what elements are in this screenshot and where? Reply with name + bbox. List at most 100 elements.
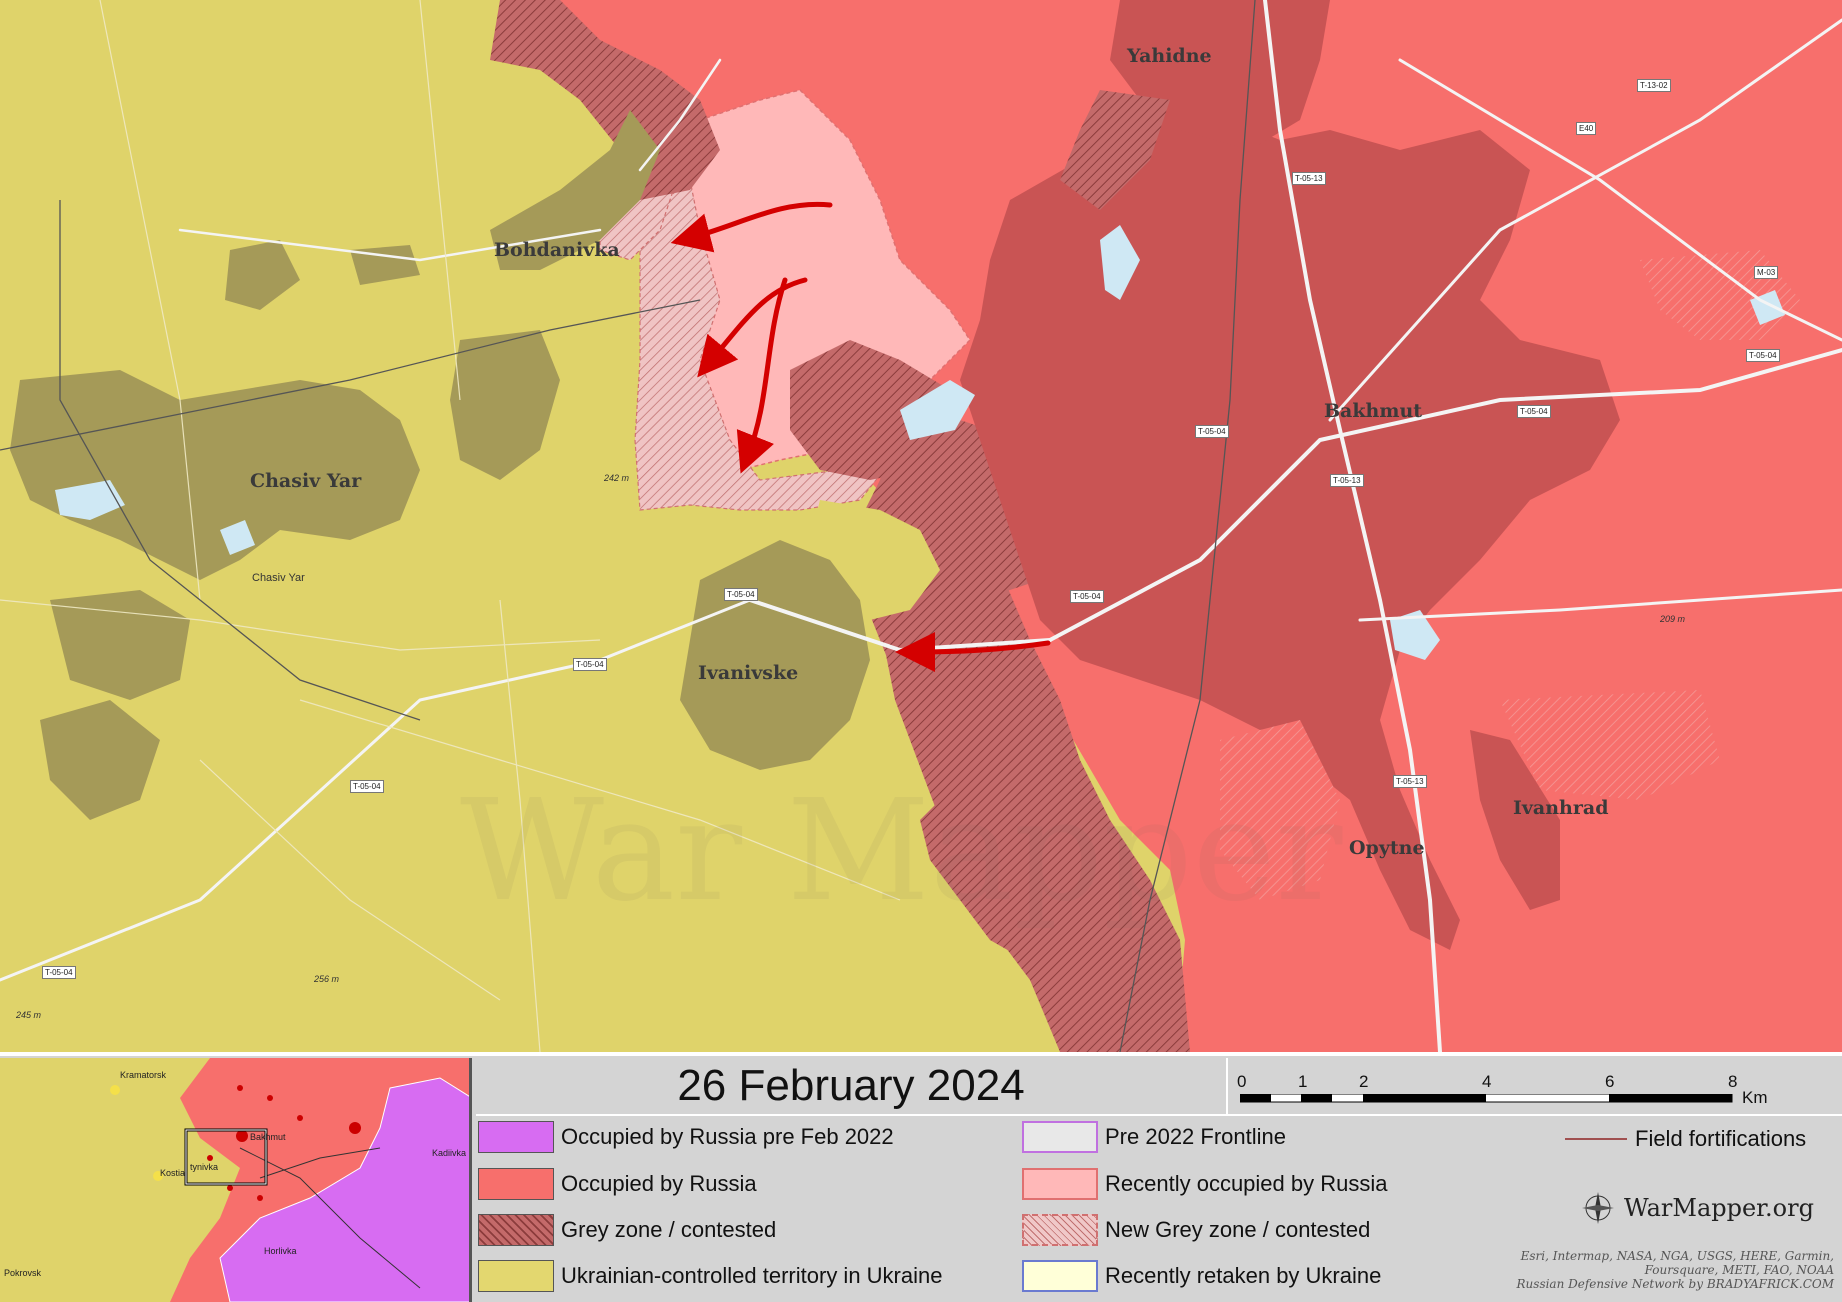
legend-label-field-fortifications: Field fortifications (1635, 1126, 1807, 1151)
town-label-chasiv-yar: Chasiv Yar (250, 470, 362, 492)
road-shield-t1302: T-13-02 (1637, 79, 1671, 92)
legend-swatch-grey-zone (478, 1214, 554, 1246)
town-label-yahidne: Yahidne (1127, 45, 1212, 67)
legend-swatch-field-fortifications (1565, 1138, 1627, 1140)
legend-label-new-grey-zone: New Grey zone / contested (1105, 1217, 1371, 1242)
brand-logo[interactable]: WarMapper.org (1580, 1190, 1814, 1226)
scale-bar: 0 1 2 4 6 8 Km (1230, 1058, 1842, 1114)
credits-line-3: Russian Defensive Network by BRADYAFRICK… (1516, 1277, 1834, 1291)
road-shield-t0513-center: T-05-13 (1330, 474, 1364, 487)
legend-swatch-ukraine (478, 1260, 554, 1292)
legend-item-pre2022-occupied: Occupied by Russia pre Feb 2022 (478, 1121, 894, 1153)
bakhmut-urban (960, 100, 1620, 950)
legend-label-occupied: Occupied by Russia (561, 1171, 757, 1196)
scale-divider (1226, 1058, 1228, 1114)
scale-tick-2: 2 (1359, 1072, 1369, 1091)
compass-rose-icon (1582, 1192, 1614, 1224)
grey-zone-middle (790, 340, 960, 480)
road-shield-t0504-a: T-05-04 (1195, 425, 1229, 438)
title-divider (476, 1114, 1842, 1116)
road-shield-e40: E40 (1576, 122, 1597, 135)
ivanhrad-urban (1470, 730, 1560, 910)
scale-tick-0: 0 (1237, 1072, 1247, 1091)
road-shield-t0504-d: T-05-04 (573, 658, 607, 671)
credits-line-1: Esri, Intermap, NASA, NGA, USGS, HERE, G… (1520, 1249, 1834, 1263)
elevation-245: 245 m (16, 1010, 42, 1020)
inset-label-bakhmut: Bakhmut (250, 1132, 286, 1142)
lake-bakhmut (900, 380, 975, 440)
town-label-opytne: Opytne (1349, 837, 1425, 859)
road-shield-t0504-b: T-05-04 (1070, 590, 1104, 603)
scale-tick-4: 4 (1482, 1072, 1492, 1091)
grey-zone-northwest (490, 0, 720, 200)
legend-label-grey-zone: Grey zone / contested (561, 1217, 777, 1242)
scale-bar-graphic (1240, 1094, 1733, 1103)
overview-inset-map[interactable]: Kramatorsk Bakhmut Kostia tynivka Kadiiv… (0, 1058, 472, 1302)
legend-label-retaken: Recently retaken by Ukraine (1105, 1263, 1382, 1288)
road-shield-t0504-e: T-05-04 (350, 780, 384, 793)
legend-item-retaken: Recently retaken by Ukraine (1022, 1260, 1381, 1292)
legend-swatch-pre2022-occupied (478, 1121, 554, 1153)
fortification-southeast (1500, 690, 1720, 800)
chasiv-yar-south-urban (50, 590, 190, 700)
legend-item-ukraine: Ukrainian-controlled territory in Ukrain… (478, 1260, 942, 1292)
map-date-title: 26 February 2024 (677, 1061, 1025, 1110)
town-label-ivanhrad: Ivanhrad (1513, 797, 1609, 819)
legend-label-ukraine: Ukrainian-controlled territory in Ukrain… (561, 1263, 943, 1288)
road-shield-t0504-f: T-05-04 (42, 966, 76, 979)
chasiv-yar-far-south (40, 700, 160, 820)
legend-item-field-fortifications: Field fortifications (1565, 1126, 1806, 1152)
town-label-bohdanivka: Bohdanivka (494, 239, 620, 261)
legend-item-pre2022-frontline: Pre 2022 Frontline (1022, 1121, 1286, 1153)
legend-swatch-pre2022-frontline (1022, 1121, 1098, 1153)
lake-chasiv-yar (55, 480, 125, 520)
lake-mid (220, 520, 255, 555)
inset-label-kramatorsk: Kramatorsk (120, 1070, 167, 1080)
grey-zone-north (1060, 90, 1170, 210)
inset-label-kostia: Kostia (160, 1168, 186, 1178)
legend-label-recently-occupied: Recently occupied by Russia (1105, 1171, 1388, 1196)
legend-swatch-new-grey-zone (1022, 1214, 1098, 1246)
inset-label-tynivka: tynivka (190, 1162, 219, 1172)
road-shield-m03: M-03 (1754, 266, 1779, 279)
chasiv-yar-urban (10, 370, 420, 580)
credits-line-2: Foursquare, METI, FAO, NOAA (1644, 1263, 1834, 1277)
town-label-chasiv-yar-small: Chasiv Yar (252, 572, 305, 584)
brand-name: WarMapper.org (1624, 1194, 1814, 1222)
elevation-242: 242 m (604, 473, 630, 483)
road-shield-t0513-south: T-05-13 (1393, 775, 1427, 788)
fortification-south (1220, 720, 1340, 900)
legend-swatch-occupied (478, 1168, 554, 1200)
railways (0, 0, 1256, 1052)
town-label-ivanivske: Ivanivske (698, 662, 799, 684)
scale-tick-1: 1 (1298, 1072, 1308, 1091)
scale-unit: Km (1742, 1088, 1768, 1107)
elevation-256: 256 m (314, 974, 340, 984)
inset-label-pokrovsk: Pokrovsk (4, 1268, 42, 1278)
inset-label-horlivka: Horlivka (264, 1246, 297, 1256)
road-shield-t0513-north: T-05-13 (1292, 172, 1326, 185)
inset-label-kadiivka: Kadiivka (432, 1148, 467, 1158)
village-northwest (450, 330, 560, 480)
elevation-209: 209 m (1660, 614, 1686, 624)
map-canvas (0, 0, 1842, 1052)
minor-roads (0, 0, 901, 1052)
legend-label-pre2022-frontline: Pre 2022 Frontline (1105, 1124, 1286, 1149)
map-watermark: War Mapper (460, 770, 1343, 933)
main-map[interactable]: War Mapper Yahidne Bohdanivka Bakhmut Ch… (0, 0, 1842, 1052)
town-label-bakhmut: Bakhmut (1324, 400, 1423, 422)
village-north-2 (350, 245, 420, 285)
road-shield-t0504-c: T-05-04 (724, 588, 758, 601)
village-north (225, 240, 300, 310)
scale-tick-8: 8 (1728, 1072, 1738, 1091)
legend-item-recently-occupied: Recently occupied by Russia (1022, 1168, 1387, 1200)
map-credits: Esri, Intermap, NASA, NGA, USGS, HERE, G… (1517, 1249, 1834, 1291)
legend-swatch-retaken (1022, 1260, 1098, 1292)
scale-tick-6: 6 (1605, 1072, 1615, 1091)
inset-canvas (0, 1058, 469, 1302)
legend-swatch-recently-occupied (1022, 1168, 1098, 1200)
legend-label-pre2022-occupied: Occupied by Russia pre Feb 2022 (561, 1124, 894, 1149)
road-shield-t0504-h: T-05-04 (1746, 349, 1780, 362)
legend-item-grey-zone: Grey zone / contested (478, 1214, 776, 1246)
legend-item-new-grey-zone: New Grey zone / contested (1022, 1214, 1370, 1246)
